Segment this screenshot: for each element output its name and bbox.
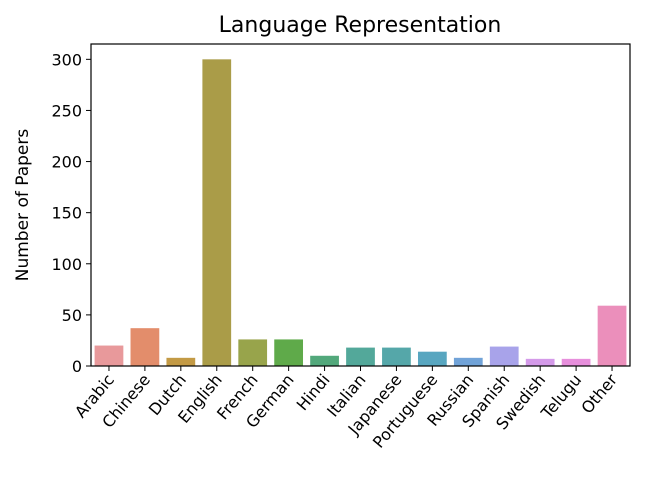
bar-portuguese [417, 351, 447, 366]
y-tick-label: 50 [62, 306, 82, 325]
bar-telugu [561, 358, 591, 366]
bar-chinese [130, 328, 160, 366]
y-tick-label: 200 [51, 153, 82, 172]
bar-other [597, 305, 627, 366]
bar-dutch [166, 357, 196, 366]
bar-german [274, 339, 304, 366]
plot-frame [90, 43, 631, 367]
bar-swedish [525, 358, 555, 366]
bar-russian [453, 357, 483, 366]
y-axis-label: Number of Papers [13, 129, 33, 282]
bar-english [202, 59, 232, 366]
bars-group [94, 59, 627, 366]
y-tick-label: 0 [72, 357, 82, 376]
bar-french [238, 339, 268, 366]
x-ticks-group: ArabicChineseDutchEnglishFrenchGermanHin… [71, 366, 621, 452]
y-tick-label: 100 [51, 255, 82, 274]
bar-hindi [310, 355, 339, 366]
y-tick-label: 250 [51, 101, 82, 120]
y-ticks-group: 0 50 100 150 200 250 300 [51, 50, 91, 376]
y-tick-label: 150 [51, 204, 82, 223]
bar-italian [346, 347, 375, 366]
bar-arabic [94, 345, 124, 366]
x-tick-label: Other [577, 370, 621, 417]
bar-spanish [489, 346, 519, 366]
y-tick-label: 300 [51, 50, 82, 69]
chart-title: Language Representation [219, 13, 502, 38]
bar-japanese [382, 347, 411, 366]
